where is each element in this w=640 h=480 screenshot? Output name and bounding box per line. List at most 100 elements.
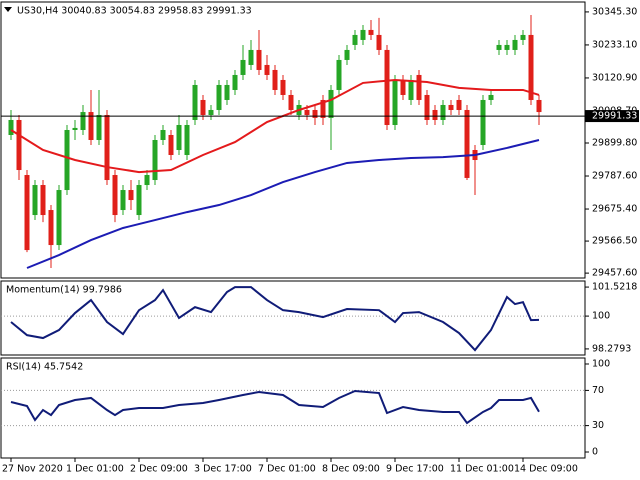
- y-tick-label: 30345.30: [592, 6, 637, 17]
- indicator-line: [10, 286, 540, 352]
- candle-body: [312, 109, 318, 118]
- candle-body: [224, 84, 230, 100]
- candle-body: [536, 99, 542, 113]
- candle-body: [144, 175, 150, 186]
- candle-body: [88, 112, 94, 140]
- y-tick-label: 30120.90: [592, 72, 637, 83]
- candle-body: [440, 104, 446, 120]
- x-tick-label: 3 Dec 17:00: [194, 464, 252, 475]
- panel-title: RSI(14) 45.7542: [6, 362, 83, 373]
- panel-frame: [0, 1, 586, 279]
- candle-body: [328, 89, 334, 118]
- candle-body: [288, 94, 294, 110]
- candle-body: [56, 190, 62, 246]
- candle-body: [392, 79, 398, 125]
- candle-body: [128, 190, 134, 201]
- candle-body: [416, 74, 422, 100]
- panel-frame: [0, 357, 586, 459]
- x-tick-label: 14 Dec 09:00: [514, 464, 578, 475]
- y-tick-label: 29675.40: [592, 204, 637, 215]
- candle-body: [184, 124, 190, 156]
- y-tick-label: 29787.60: [592, 171, 637, 182]
- candle-body: [192, 84, 198, 120]
- candle-body: [464, 109, 470, 178]
- candle-body: [64, 129, 70, 191]
- x-tick-label: 8 Dec 09:00: [322, 464, 380, 475]
- candle-body: [368, 29, 374, 35]
- candle-body: [360, 29, 366, 40]
- candle-body: [120, 190, 126, 211]
- y-tick-label: 100: [592, 311, 610, 322]
- candle-body: [400, 79, 406, 95]
- x-tick-label: 2 Dec 09:00: [130, 464, 188, 475]
- candle-body: [216, 84, 222, 110]
- candle-body: [504, 44, 510, 50]
- symbol-menu-icon: [4, 7, 12, 12]
- current-price-label: 29991.33: [592, 111, 637, 122]
- y-tick-label: 30233.10: [592, 39, 637, 50]
- x-tick-label: 1 Dec 01:00: [66, 464, 124, 475]
- panel-title: Momentum(14) 99.7986: [6, 285, 122, 296]
- y-tick-label: 29457.60: [592, 268, 637, 279]
- y-tick-label: 100: [592, 358, 610, 369]
- candle-body: [520, 34, 526, 40]
- candle-body: [48, 210, 54, 246]
- candle-body: [424, 94, 430, 120]
- candle-body: [200, 99, 206, 115]
- x-tick-label: 11 Dec 01:00: [450, 464, 514, 475]
- indicator-line: [26, 139, 540, 269]
- candle-body: [112, 175, 118, 216]
- candle-body: [208, 109, 214, 115]
- candle-body: [40, 185, 46, 216]
- candle-body: [432, 109, 438, 120]
- candle-body: [344, 49, 350, 60]
- y-tick-label: 70: [592, 385, 604, 396]
- candle-body: [352, 34, 358, 45]
- x-tick-label: 27 Nov 2020: [2, 464, 63, 475]
- candle-body: [496, 44, 502, 50]
- candle-body: [24, 175, 30, 251]
- y-tick-label: 29899.80: [592, 138, 637, 149]
- candle-body: [32, 185, 38, 216]
- candle-body: [240, 59, 246, 75]
- candle-body: [384, 49, 390, 125]
- candle-body: [480, 99, 486, 146]
- y-tick-label: 101.5218: [592, 282, 637, 293]
- candle-body: [8, 119, 14, 135]
- candle-body: [232, 74, 238, 90]
- candle-body: [80, 112, 86, 130]
- x-tick-label: 7 Dec 01:00: [258, 464, 316, 475]
- candle-body: [304, 109, 310, 115]
- candle-body: [528, 34, 534, 100]
- candle-body: [160, 129, 166, 140]
- candle-body: [376, 34, 382, 50]
- candle-body: [320, 99, 326, 118]
- candle-body: [272, 69, 278, 90]
- indicator-line: [10, 389, 540, 425]
- candle-body: [256, 49, 262, 70]
- candle-body: [104, 114, 110, 181]
- candle-body: [264, 64, 270, 75]
- candle-body: [152, 140, 158, 181]
- candle-body: [96, 114, 102, 140]
- candle-body: [512, 39, 518, 50]
- panel-frame: [0, 280, 586, 356]
- candle-body: [168, 134, 174, 156]
- candle-body: [72, 127, 78, 130]
- candle-body: [16, 119, 22, 171]
- y-tick-label: 0: [592, 447, 598, 458]
- candle-body: [280, 79, 286, 95]
- candle-body: [408, 79, 414, 100]
- y-tick-label: 29566.50: [592, 236, 637, 247]
- panel-title: US30,H4 30040.83 30054.83 29958.83 29991…: [17, 6, 252, 17]
- x-tick-label: 9 Dec 17:00: [386, 464, 444, 475]
- candle-body: [176, 124, 182, 151]
- y-tick-label: 98.2793: [592, 343, 631, 354]
- candle-body: [336, 59, 342, 90]
- candle-body: [456, 99, 462, 110]
- candle-body: [248, 49, 254, 65]
- current-price-box: [585, 110, 639, 123]
- candle-body: [136, 185, 142, 216]
